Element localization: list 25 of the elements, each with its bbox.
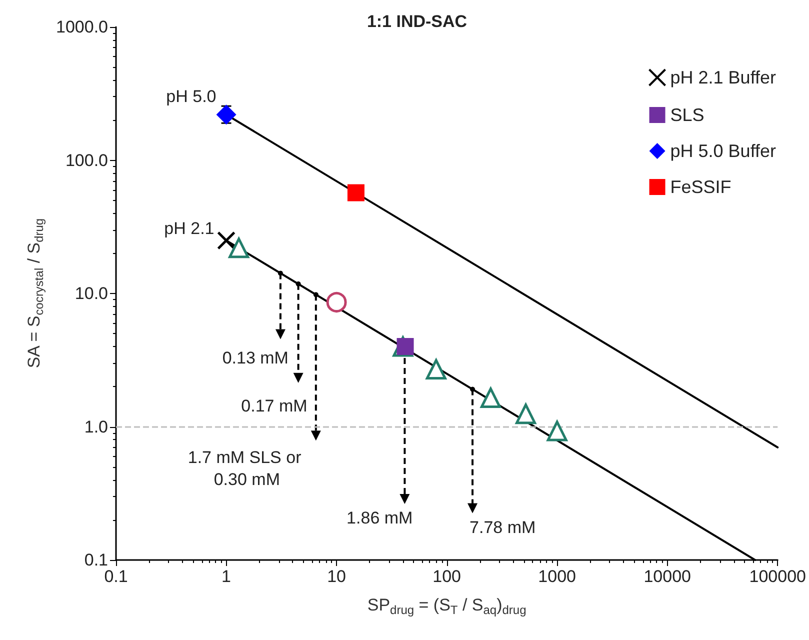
- annotation: 7.78 mM: [470, 518, 536, 537]
- annotation: pH 5.0: [166, 87, 216, 106]
- annotation: 1.86 mM: [346, 508, 413, 528]
- annotation: pH 2.1: [164, 218, 214, 238]
- annotation: 0.17 mM: [241, 396, 308, 416]
- y-tick-label: 1000.0: [56, 18, 108, 36]
- y-tick-label: 1.0: [84, 417, 108, 436]
- x-tick-label: 10: [327, 567, 346, 586]
- x-tick-label: 1: [222, 567, 232, 586]
- y-tick-label: 0.1: [84, 550, 108, 570]
- legend-label: pH 2.1 Buffer: [670, 68, 776, 88]
- y-tick-label: 10.0: [74, 284, 108, 303]
- legend-label: SLS: [670, 105, 704, 125]
- legend-label: FeSSIF: [670, 177, 732, 197]
- x-tick-label: 1000: [538, 567, 576, 586]
- annotation: 0.13 mM: [222, 348, 288, 368]
- legend-label: pH 5.0 Buffer: [670, 141, 776, 161]
- x-tick-label: 100000: [749, 567, 806, 586]
- x-tick-label: 100: [432, 567, 462, 586]
- x-tick-label: 10000: [644, 567, 692, 586]
- y-axis-title: SA = Scocrystal / Sdrug: [24, 218, 46, 368]
- y-tick-label: 100.0: [65, 150, 108, 170]
- annotation: 1.7 mM SLS or 0.30 mM: [188, 448, 306, 490]
- x-tick-label: 0.1: [104, 567, 128, 586]
- chart-title: 1:1 IND-SAC: [366, 12, 468, 31]
